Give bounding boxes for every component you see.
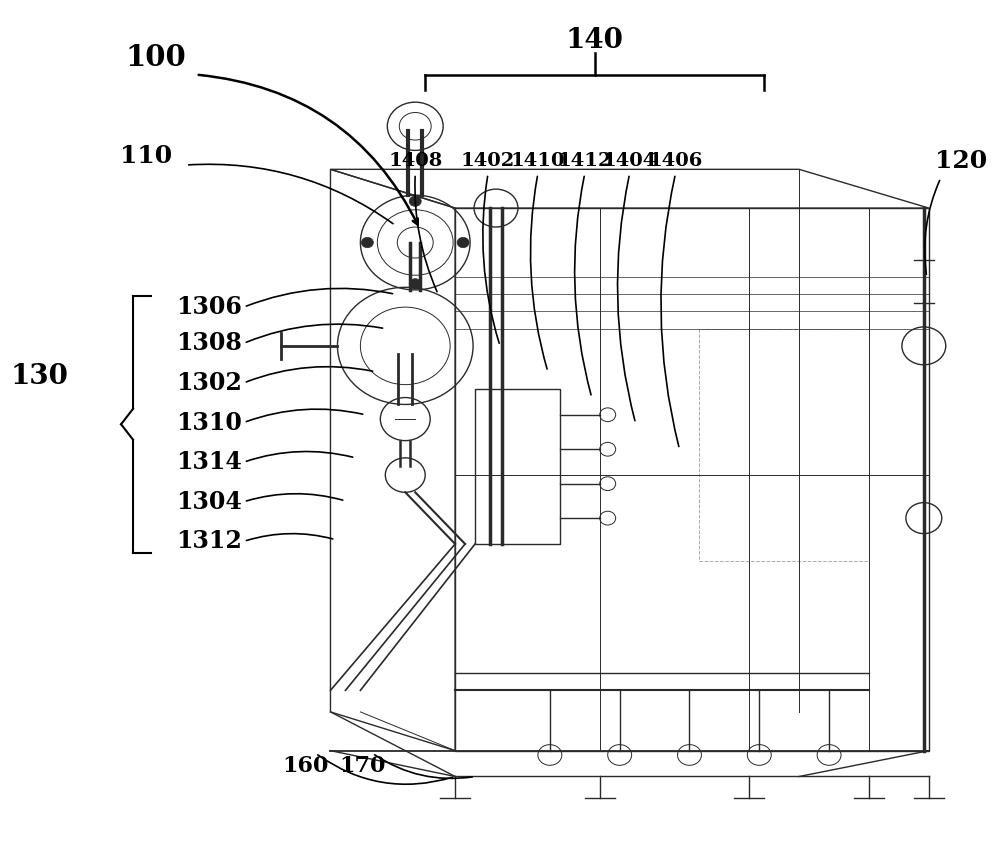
Text: 1410: 1410 (511, 152, 565, 169)
Text: 1312: 1312 (176, 530, 242, 553)
Text: 110: 110 (120, 144, 172, 168)
Text: 160: 160 (282, 755, 329, 777)
Circle shape (457, 238, 469, 248)
Text: 1304: 1304 (176, 490, 242, 514)
Circle shape (409, 279, 421, 289)
Text: 1302: 1302 (176, 371, 242, 395)
Circle shape (409, 196, 421, 206)
Text: 100: 100 (126, 43, 186, 72)
Text: 1404: 1404 (603, 152, 657, 169)
Text: 1408: 1408 (388, 152, 442, 169)
Text: 1406: 1406 (648, 152, 703, 169)
Text: 1314: 1314 (176, 450, 242, 474)
Text: 1306: 1306 (176, 295, 242, 319)
Text: 1412: 1412 (558, 152, 612, 169)
Text: 130: 130 (10, 363, 68, 390)
Text: 1308: 1308 (176, 331, 242, 355)
Text: 170: 170 (339, 755, 386, 777)
Text: 1402: 1402 (461, 152, 515, 169)
Text: 140: 140 (566, 27, 624, 54)
Circle shape (361, 238, 373, 248)
Text: 120: 120 (935, 149, 987, 173)
Text: 1310: 1310 (176, 410, 242, 435)
